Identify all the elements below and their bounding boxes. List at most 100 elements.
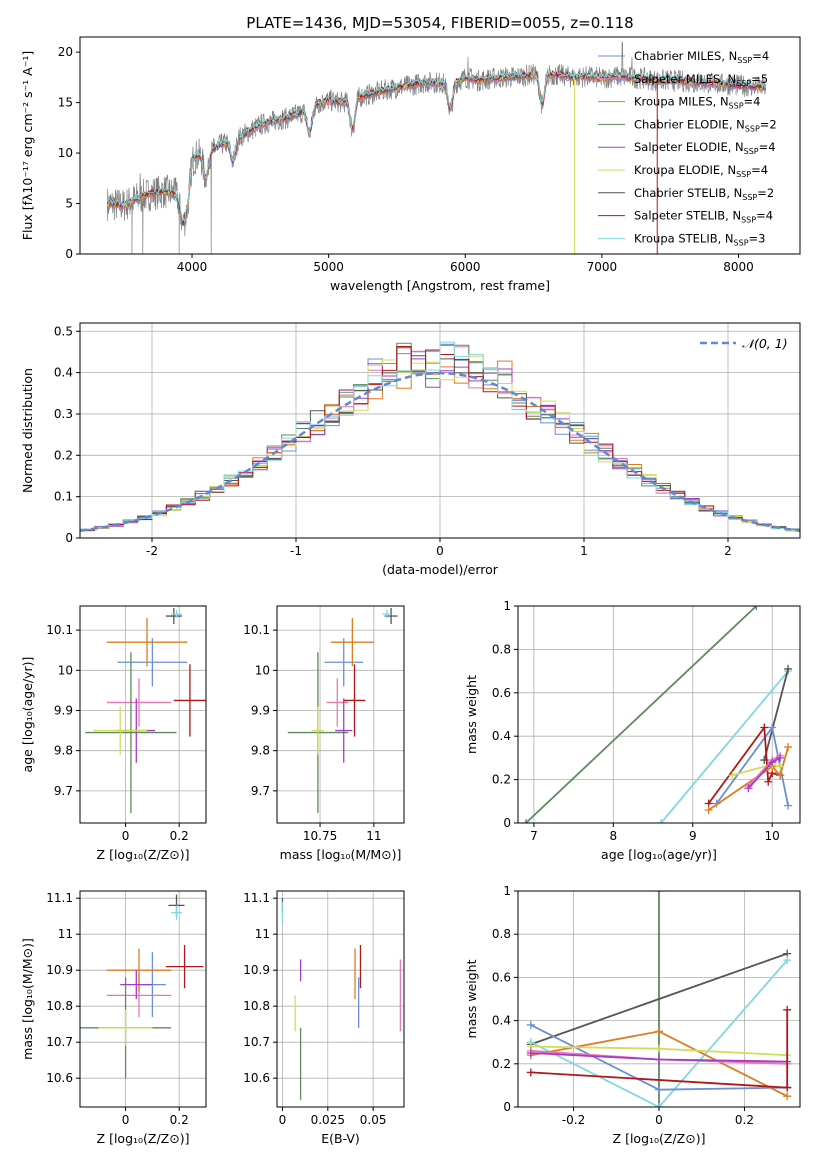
weight-point-marker: [760, 723, 769, 732]
y-axis-label: mass weight: [464, 675, 479, 754]
x-tick-label: 0.2: [170, 829, 189, 843]
weight-point-marker: [656, 819, 665, 823]
x-tick-label: 8: [610, 829, 618, 843]
weight_vs_Z-plot-area: [518, 891, 800, 1107]
legend-label: Salpeter MILES, NSSP=5: [634, 72, 768, 88]
x-tick-label: -1: [290, 544, 302, 558]
weight-point-marker: [526, 1049, 535, 1057]
weight-point-marker: [655, 1044, 663, 1053]
weight-point-marker: [655, 1103, 663, 1107]
weight_vs_age-plot-area: [518, 606, 800, 823]
x-tick-label: 0.2: [170, 1113, 189, 1127]
weight-point-marker: [783, 1005, 792, 1014]
x-tick-label: 4000: [177, 260, 208, 274]
legend-label: Kroupa STELIB, NSSP=3: [634, 231, 765, 247]
y-tick-label: 15: [58, 96, 73, 110]
x-tick-label: 9: [689, 829, 697, 843]
x-tick-label: 7000: [587, 260, 618, 274]
y-tick-label: 9.7: [54, 784, 73, 798]
y-tick-label: 9.9: [54, 703, 73, 717]
x-tick-label: 0: [279, 1113, 287, 1127]
weight-point-marker: [783, 1092, 792, 1101]
x-axis-label: wavelength [Angstrom, rest frame]: [330, 278, 550, 293]
histogram-kroupa_stelib: [80, 341, 800, 538]
y-tick-label: 20: [58, 45, 73, 59]
weight-point-marker: [783, 956, 792, 965]
x-axis-label: E(B-V): [321, 1131, 360, 1146]
x-axis-label: mass [log₁₀(M/M⊙)]: [280, 847, 402, 862]
weight-point-marker: [655, 1027, 663, 1036]
y-tick-label: 0.2: [54, 448, 73, 462]
weight-point-marker: [655, 891, 663, 895]
weight-point-marker: [521, 819, 530, 823]
weight-line-kroupa_stelib: [660, 670, 789, 823]
y-tick-label: 0.3: [54, 407, 73, 421]
x-tick-label: 6000: [450, 260, 481, 274]
x-axis-label: (data-model)/error: [382, 562, 499, 577]
y-tick-label: 11: [255, 927, 270, 941]
mass_vs_Z-plot-area: [80, 891, 206, 1107]
x-axis-label: age [log₁₀(age/yr)]: [601, 847, 717, 862]
y-tick-label: 9.8: [54, 744, 73, 758]
y-tick-label: 1: [503, 599, 511, 613]
figure-title: PLATE=1436, MJD=53054, FIBERID=0055, z=0…: [246, 14, 633, 32]
x-tick-label: 11: [366, 829, 381, 843]
y-tick-label: 10.6: [46, 1071, 73, 1085]
axes-frame: [517, 890, 801, 1108]
model-spectrum-kroupa_stelib: [107, 69, 766, 223]
y-tick-label: 10.8: [46, 999, 73, 1013]
y-tick-label: 11: [58, 927, 73, 941]
weight-point-marker: [526, 1020, 535, 1029]
weight-point-marker: [776, 753, 785, 762]
y-tick-label: 10.1: [46, 623, 73, 637]
x-axis-label: Z [log₁₀(Z/Z⊙)]: [613, 1131, 706, 1146]
weight-point-marker: [704, 805, 713, 814]
weight-point-marker: [776, 771, 785, 780]
y-tick-label: 5: [65, 197, 73, 211]
y-tick-label: 10: [255, 663, 270, 677]
y-tick-label: 0.5: [54, 324, 73, 338]
x-tick-label: 0.025: [311, 1113, 345, 1127]
y-tick-label: 10.7: [243, 1035, 270, 1049]
y-tick-label: 0.8: [492, 642, 511, 656]
x-tick-label: 0: [436, 544, 444, 558]
x-tick-label: 0.05: [360, 1113, 387, 1127]
x-tick-label: 0: [122, 829, 130, 843]
y-tick-label: 10.7: [46, 1035, 73, 1049]
weight-point-marker: [752, 606, 761, 610]
weight-line-chabrier_stelib: [530, 952, 788, 1046]
weight-point-marker: [784, 743, 793, 752]
y-axis-label: mass weight: [464, 959, 479, 1038]
y-tick-label: 0.4: [492, 1014, 511, 1028]
axes-frame: [79, 605, 207, 824]
y-tick-label: 9.9: [251, 703, 270, 717]
y-tick-label: 1: [503, 884, 511, 898]
legend-label: Kroupa MILES, NSSP=4: [634, 95, 760, 111]
weight-point-marker: [744, 784, 753, 793]
axes-frame: [79, 322, 801, 539]
residuals-plot-area: [80, 323, 800, 538]
legend-label: Kroupa ELODIE, NSSP=4: [634, 163, 768, 179]
y-tick-label: 0: [65, 247, 73, 261]
axes-frame: [79, 36, 801, 255]
weight-point-marker: [768, 723, 777, 732]
y-tick-label: 0.6: [492, 686, 511, 700]
x-tick-label: 8000: [723, 260, 754, 274]
y-tick-label: 10: [58, 663, 73, 677]
y-tick-label: 9.7: [251, 784, 270, 798]
weight-point-marker: [728, 771, 737, 780]
y-tick-label: 10.1: [243, 623, 270, 637]
x-tick-label: 10: [765, 829, 780, 843]
normal-curve-line: [80, 371, 800, 533]
y-tick-label: 11.1: [243, 891, 270, 905]
x-axis-label: Z [log₁₀(Z/Z⊙)]: [97, 847, 190, 862]
weight-line-chabrier_stelib: [763, 668, 789, 761]
y-axis-label: Normed distribution: [20, 368, 35, 493]
y-axis-label: age [log₁₀(age/yr)]: [20, 657, 35, 773]
legend-label: Salpeter STELIB, NSSP=4: [634, 209, 773, 225]
y-tick-label: 10.8: [243, 999, 270, 1013]
x-axis-label: Z [log₁₀(Z/Z⊙)]: [97, 1131, 190, 1146]
weight-point-marker: [784, 664, 793, 673]
weight-point-marker: [655, 1085, 663, 1094]
